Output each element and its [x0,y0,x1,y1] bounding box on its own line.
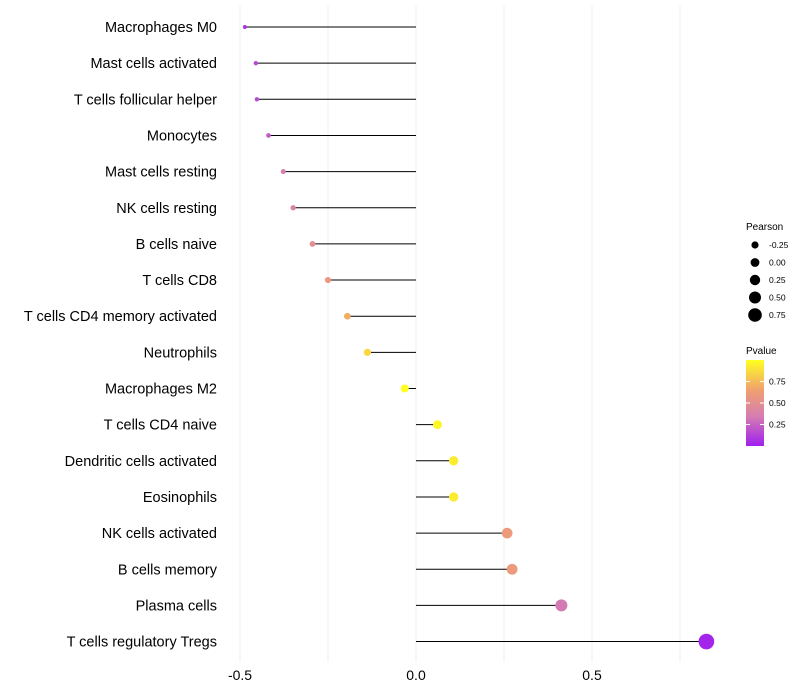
color-legend-label: 0.50 [769,398,786,408]
lollipop-point [448,456,459,466]
category-label: Macrophages M2 [105,382,217,398]
category-labels: Macrophages M0 Mast cells activated T cell… [24,20,218,651]
category-label: Mast cells resting [105,165,217,181]
category-label: T cells CD4 memory activated [24,309,217,325]
category-label: Eosinophils [143,490,217,506]
pvalue-color-legend: Pvalue 0.75 0.50 0.25 [746,346,786,446]
stems [244,26,707,643]
lollipop-point [280,169,286,175]
lollipop-point [253,60,259,66]
lollipop-point [506,563,518,575]
lollipop-point [324,276,332,284]
x-tick-label: 0.0 [406,667,426,683]
lollipop-point [242,24,247,30]
size-legend-label: 0.50 [769,293,786,303]
category-label: Monocytes [147,128,217,144]
category-label: NK cells activated [102,526,217,542]
category-label: B cells memory [118,562,218,578]
grid-lines [239,6,681,662]
lollipop-point [698,633,715,650]
lollipop-point [363,348,372,356]
category-label: Macrophages M0 [105,20,217,36]
category-label: Neutrophils [144,345,217,361]
lollipop-point [309,240,316,247]
lollipop-point [501,527,513,539]
size-legend-key [750,258,760,267]
points [242,24,715,650]
x-tick-labels: -0.5 0.0 0.5 [228,667,602,683]
category-label: T cells follicular helper [74,92,217,108]
size-legend-key [748,308,762,322]
lollipop-point [266,133,271,138]
size-legend-title: Pearson [746,222,783,233]
size-legend-label: -0.25 [769,240,789,250]
category-label: T cells CD4 naive [104,418,217,434]
category-label: Mast cells activated [90,56,217,72]
size-legend-key [749,291,761,304]
color-legend-title: Pvalue [746,346,777,357]
color-legend-label: 0.75 [769,377,786,387]
lollipop-point [344,312,351,320]
lollipop-point [254,97,260,102]
category-label: T cells CD8 [142,273,217,289]
lollipop-point [400,384,409,393]
x-tick-label: 0.5 [582,667,602,683]
lollipop-point [555,599,568,612]
lollipop-point [448,492,459,502]
size-legend-key [749,274,761,286]
category-label: NK cells resting [116,201,217,217]
pearson-size-legend: Pearson -0.25 0.00 0.25 0.50 0.75 [746,222,789,322]
size-legend-key [751,241,759,249]
size-legend-label: 0.00 [769,258,786,268]
size-legend-label: 0.75 [769,310,786,320]
category-label: T cells regulatory Tregs [67,635,217,651]
lollipop-point [433,420,442,430]
category-label: B cells naive [136,237,217,253]
lollipop-point [290,205,296,211]
x-tick-label: -0.5 [228,667,252,683]
color-legend-label: 0.25 [769,420,786,430]
color-bar [746,360,764,446]
category-label: Dendritic cells activated [65,454,217,470]
category-label: Plasma cells [136,598,217,614]
size-legend-label: 0.25 [769,275,786,285]
